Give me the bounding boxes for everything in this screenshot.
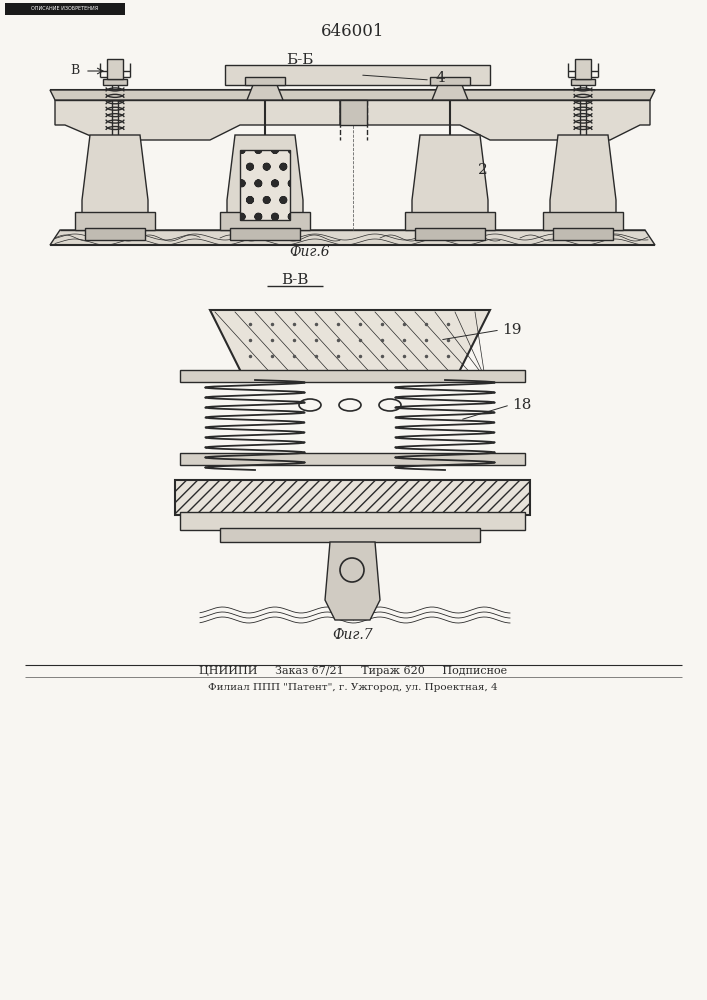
Bar [85,228,145,240]
Polygon shape [325,542,380,620]
Bar [225,65,490,85]
Bar [575,59,591,79]
Bar [245,77,285,85]
Bar [220,212,310,230]
Text: ЦНИИПИ     Заказ 67/21     Тираж 620     Подписное: ЦНИИПИ Заказ 67/21 Тираж 620 Подписное [199,666,507,676]
Bar [5,3,125,15]
Polygon shape [50,230,655,245]
Text: 2: 2 [478,163,488,177]
Bar [180,512,525,530]
Polygon shape [550,135,616,230]
Polygon shape [82,135,148,230]
Polygon shape [432,85,468,100]
Bar [75,212,155,230]
Text: 646001: 646001 [321,23,385,40]
Text: Фиг.6: Фиг.6 [290,245,330,259]
Bar [107,59,123,79]
Polygon shape [50,90,655,100]
Polygon shape [210,310,490,380]
Bar [543,212,623,230]
Text: В-В: В-В [281,273,309,287]
Bar [180,453,525,465]
Text: Филиал ППП "Патент", г. Ужгород, ул. Проектная, 4: Филиал ППП "Патент", г. Ужгород, ул. Про… [208,682,498,692]
Bar [180,370,525,382]
Bar [103,79,127,85]
Bar [220,528,480,542]
Text: 18: 18 [512,398,532,412]
Bar [240,150,290,220]
Bar [430,77,470,85]
Text: 19: 19 [502,323,522,337]
Text: 4: 4 [435,71,445,85]
Text: ОПИСАНИЕ ИЗОБРЕТЕНИЯ: ОПИСАНИЕ ИЗОБРЕТЕНИЯ [31,6,98,11]
Bar [405,212,495,230]
Text: Б-Б: Б-Б [286,53,314,67]
Text: В: В [71,64,80,78]
Bar [230,228,300,240]
Bar [571,79,595,85]
Polygon shape [227,135,303,230]
Polygon shape [412,135,488,230]
Text: Фиг.7: Фиг.7 [333,628,373,642]
Polygon shape [55,100,340,140]
Polygon shape [340,100,367,125]
Polygon shape [247,85,283,100]
Polygon shape [367,100,650,140]
Bar [553,228,613,240]
Bar [175,480,530,515]
Bar [415,228,485,240]
